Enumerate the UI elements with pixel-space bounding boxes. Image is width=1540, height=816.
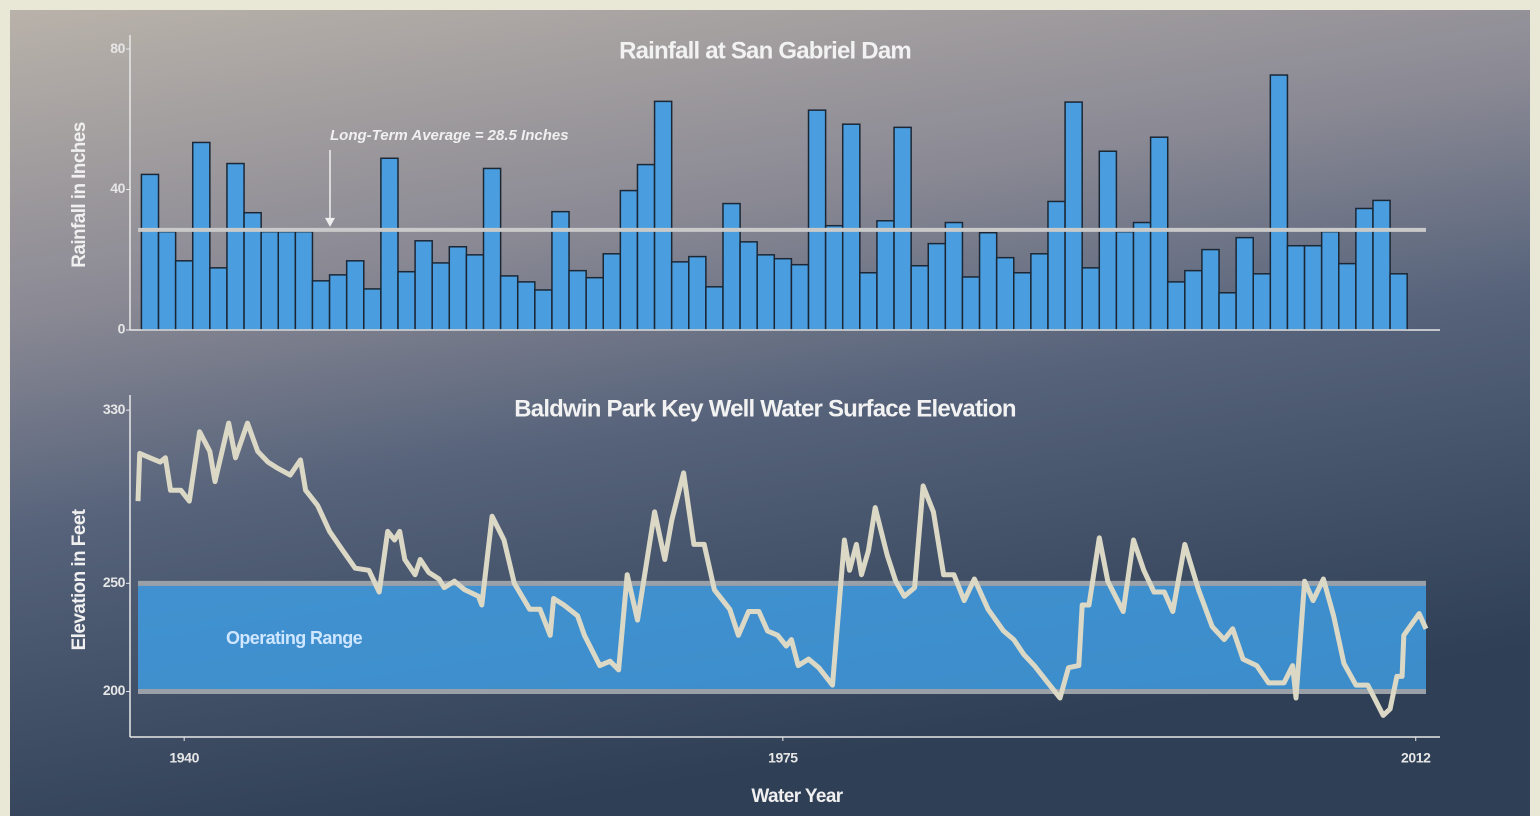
- bar: [414, 240, 433, 331]
- bar: [277, 230, 297, 331]
- bar: [619, 189, 639, 331]
- elevation-line: [135, 420, 1429, 718]
- bar: [465, 254, 485, 331]
- bar: [431, 262, 451, 331]
- bar: [876, 220, 895, 331]
- bar: [328, 274, 348, 331]
- bar: [841, 123, 861, 331]
- x-tick-label: 2012: [1401, 750, 1431, 766]
- bar: [294, 230, 314, 331]
- bar: [482, 167, 502, 331]
- bar: [345, 260, 365, 331]
- x-tick-label: 1975: [768, 750, 798, 766]
- bar: [722, 202, 741, 331]
- bar: [1269, 74, 1289, 331]
- bar: [1303, 244, 1323, 331]
- bar: [1098, 150, 1118, 331]
- bar: [1252, 273, 1272, 331]
- bar: [1115, 230, 1135, 331]
- bar: [1149, 136, 1169, 331]
- bar: [944, 221, 964, 331]
- bar: [534, 289, 553, 331]
- bar: [1184, 269, 1203, 331]
- y-tick-label: 40: [110, 180, 125, 196]
- x-tick-label: 1940: [169, 750, 199, 766]
- bar: [397, 270, 416, 331]
- bar: [1218, 292, 1237, 331]
- y-axis-title: Rainfall in Inches: [69, 122, 90, 267]
- bar: [1372, 199, 1391, 331]
- y-tick-label: 0: [118, 321, 126, 337]
- bar: [1320, 230, 1340, 331]
- bar: [807, 109, 827, 331]
- bar: [636, 163, 656, 331]
- bar: [995, 256, 1015, 331]
- y-axis-title: Elevation in Feet: [69, 508, 90, 650]
- bar: [1064, 101, 1083, 331]
- chart-title: Rainfall at San Gabriel Dam: [619, 37, 911, 64]
- band-label: Operating Range: [226, 628, 363, 648]
- bar: [1081, 267, 1101, 331]
- bar: [824, 224, 844, 331]
- bar: [226, 162, 245, 331]
- bar: [499, 275, 519, 331]
- bar: [380, 157, 399, 331]
- bar: [739, 241, 758, 331]
- bar: [191, 141, 211, 331]
- bar: [516, 281, 536, 331]
- bar: [1132, 221, 1152, 331]
- bar: [363, 288, 382, 331]
- average-arrowhead: [325, 217, 335, 227]
- y-tick-label: 80: [110, 40, 125, 56]
- bar: [670, 261, 690, 331]
- bar: [585, 276, 605, 331]
- bar: [978, 231, 998, 331]
- bar: [1355, 207, 1374, 331]
- bar: [1286, 244, 1306, 331]
- bar: [653, 100, 673, 331]
- bar: [773, 257, 793, 331]
- bar: [568, 269, 587, 331]
- bar: [260, 230, 280, 331]
- bar: [859, 272, 878, 331]
- bar: [448, 246, 468, 331]
- bar: [1030, 253, 1049, 331]
- chart-title: Baldwin Park Key Well Water Surface Elev…: [514, 395, 1016, 422]
- bar: [140, 173, 160, 331]
- bar: [311, 280, 331, 331]
- bar: [756, 254, 776, 331]
- bar: [209, 267, 228, 331]
- bar: [174, 260, 194, 331]
- x-axis-title: Water Year: [751, 786, 843, 807]
- y-tick-label: 250: [103, 574, 126, 590]
- bar: [927, 242, 947, 331]
- bar: [688, 255, 707, 331]
- bar: [1047, 200, 1066, 331]
- plot-area: Long-Term Average = 28.5 Inches 0 40 80 Rain…: [69, 35, 1440, 807]
- y-tick-label: 200: [103, 682, 126, 698]
- bar: [961, 276, 981, 331]
- bar: [157, 230, 177, 331]
- bar: [1166, 281, 1186, 331]
- bar: [1235, 236, 1254, 331]
- average-label: Long-Term Average = 28.5 Inches: [330, 127, 569, 144]
- y-tick-label: 330: [103, 401, 126, 417]
- bar: [1338, 262, 1357, 331]
- bar: [1389, 273, 1408, 331]
- bar: [705, 286, 724, 331]
- bar: [602, 253, 622, 331]
- bar: [910, 264, 929, 331]
- bar: [1013, 272, 1032, 331]
- bar: [790, 263, 810, 331]
- bar: [1201, 248, 1220, 331]
